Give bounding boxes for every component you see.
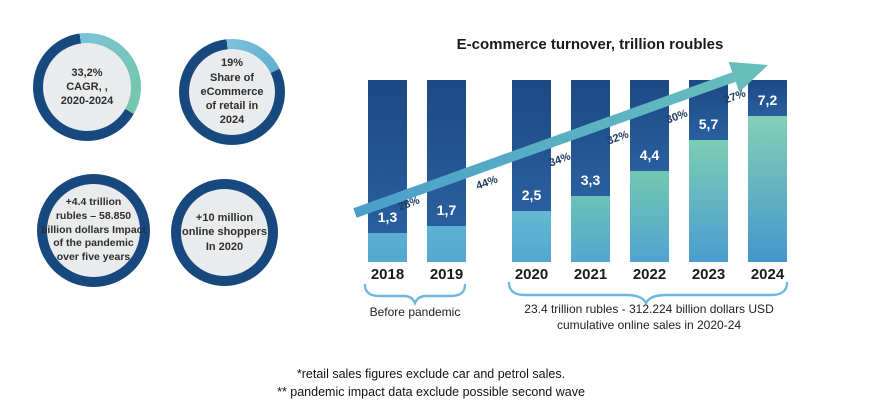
bar-segment-teal — [630, 171, 669, 262]
brace-cumulative — [507, 281, 789, 306]
stat-circle-inner — [43, 43, 131, 131]
bar-segment-teal — [368, 233, 407, 262]
stat-circle-online-shoppers: +10 million online shoppers In 2020 — [171, 179, 278, 286]
footnote-1: *retail sales figures exclude car and pe… — [296, 367, 566, 381]
bar-value-2022: 4,4 — [639, 147, 660, 163]
bar-value-2019: 1,7 — [436, 202, 457, 218]
arrow-head — [728, 61, 768, 93]
stat-circle-ecommerce-share: 19% Share of eCommerce of retail in 2024 — [179, 39, 285, 145]
stat-circle-inner — [47, 184, 140, 277]
bar-segment-teal — [512, 211, 551, 262]
bar-segment-teal — [427, 226, 466, 262]
bar-segment-teal — [571, 196, 610, 262]
bar-value-2023: 5,7 — [698, 116, 719, 132]
growth-arrow — [353, 61, 768, 218]
stat-circle-pandemic-impact-text: +4.4 trillion rubles – 58.850 billion do… — [40, 195, 146, 264]
x-axis-label-2021: 2021 — [573, 266, 608, 283]
stat-circle-cagr-text: 33,2% CAGR, , 2020-2024 — [60, 66, 114, 108]
chart-title: E-commerce turnover, trillion roubles — [456, 36, 724, 53]
stat-circle-cagr: 33,2% CAGR, , 2020-2024 — [33, 33, 141, 141]
before-pandemic-label: Before pandemic — [369, 305, 461, 319]
bar-2024 — [748, 80, 787, 262]
bar-value-2024: 7,2 — [757, 92, 778, 108]
x-axis-label-2020: 2020 — [514, 266, 549, 283]
bar-2019 — [427, 80, 466, 262]
bar-segment-teal — [748, 116, 787, 262]
bar-2022 — [630, 80, 669, 262]
stat-circle-ecommerce-share-text: 19% Share of eCommerce of retail in 2024 — [200, 57, 264, 127]
bar-segment-navy — [427, 80, 466, 226]
x-axis-label-2024: 2024 — [750, 266, 785, 283]
stat-circle-inner — [181, 189, 268, 276]
footnote-2: ** pandemic impact data exclude possible… — [277, 384, 585, 399]
brace-before-pandemic — [363, 283, 467, 307]
bar-value-2020: 2,5 — [521, 187, 542, 203]
x-axis-label-2022: 2022 — [632, 266, 667, 283]
cumulative-sales-label: 23.4 trillion rubles - 312.224 billion d… — [524, 302, 774, 332]
x-axis-label-2018: 2018 — [370, 266, 405, 283]
arrow-shaft — [353, 72, 736, 218]
stat-circle-pandemic-impact: +4.4 trillion rubles – 58.850 billion do… — [37, 174, 150, 287]
stat-circle-online-shoppers-text: +10 million online shoppers In 2020 — [182, 212, 267, 253]
stat-circle-inner — [189, 49, 275, 135]
x-axis-label-2019: 2019 — [429, 266, 464, 283]
bar-segment-teal — [689, 140, 728, 262]
bar-segment-navy — [748, 80, 787, 116]
footnotes: *retail sales figures exclude car and pe… — [0, 366, 862, 400]
x-axis-label-2023: 2023 — [691, 266, 726, 283]
bar-value-2018: 1,3 — [377, 209, 398, 225]
bar-value-2021: 3,3 — [580, 172, 601, 188]
bar-segment-navy — [630, 80, 669, 171]
